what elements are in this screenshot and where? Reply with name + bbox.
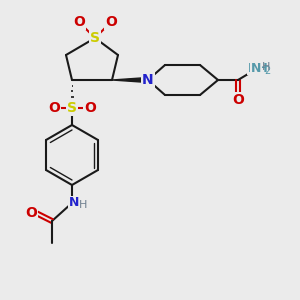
- Text: N: N: [142, 73, 154, 87]
- Polygon shape: [112, 77, 148, 83]
- Text: NH: NH: [248, 61, 268, 74]
- Text: 2: 2: [264, 66, 270, 76]
- Text: O: O: [105, 15, 117, 29]
- Text: O: O: [73, 15, 85, 29]
- Text: O: O: [48, 101, 60, 115]
- Text: N: N: [251, 61, 261, 74]
- Text: N: N: [69, 196, 79, 209]
- Text: O: O: [232, 93, 244, 107]
- Text: S: S: [67, 101, 77, 115]
- Text: O: O: [84, 101, 96, 115]
- Text: O: O: [25, 206, 37, 220]
- Text: H: H: [262, 62, 270, 72]
- Text: H: H: [79, 200, 87, 210]
- Text: S: S: [90, 31, 100, 45]
